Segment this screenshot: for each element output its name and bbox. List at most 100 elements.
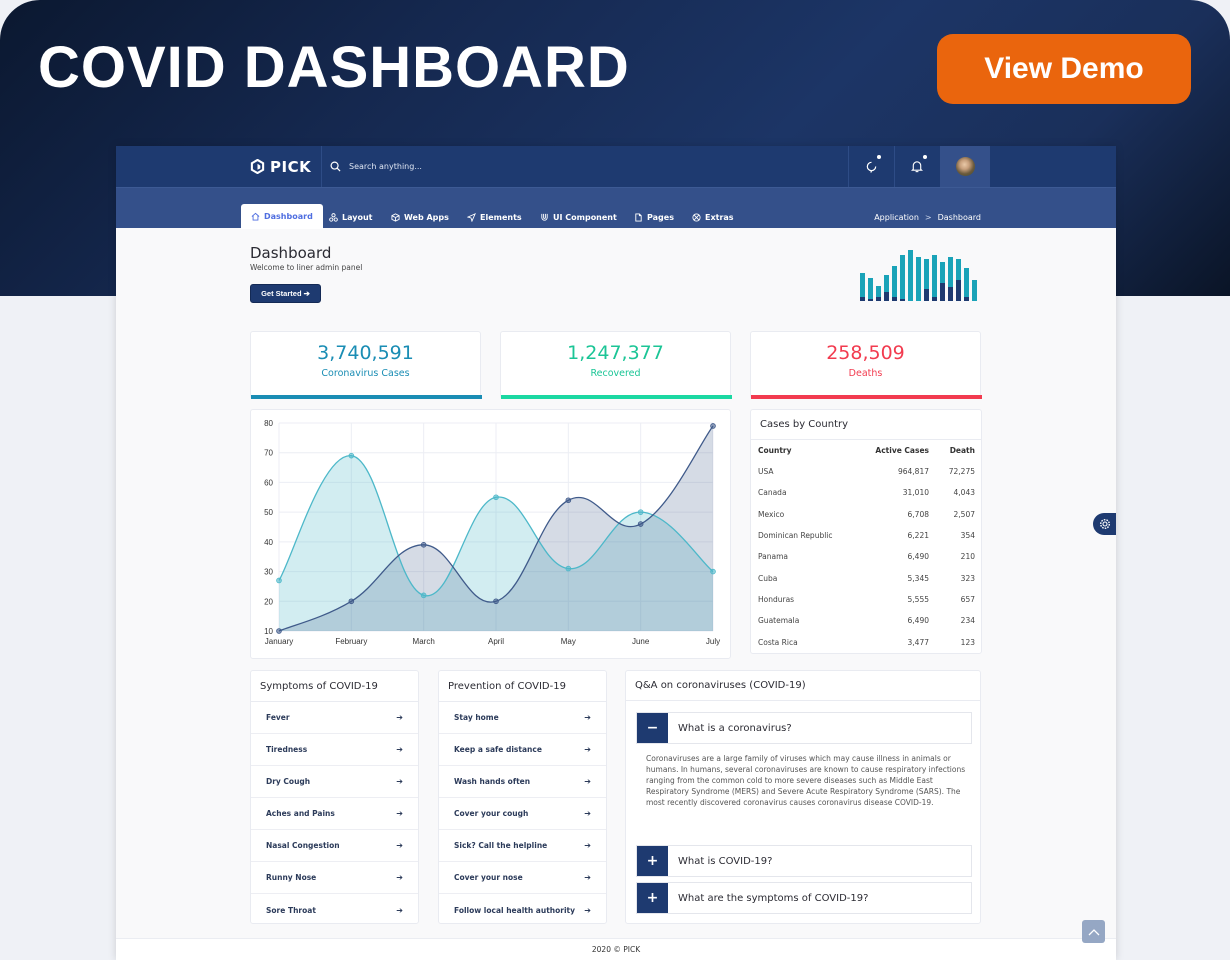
- table-cell: 323: [960, 573, 975, 583]
- data-point[interactable]: [493, 598, 499, 605]
- nav-label: Elements: [480, 212, 522, 222]
- list-item[interactable]: Follow local health authority ➔: [439, 894, 606, 926]
- gear-icon: [1099, 518, 1110, 530]
- list-item-label: Nasal Congestion: [266, 841, 340, 850]
- brand-logo[interactable]: PICK: [250, 146, 311, 187]
- table-cell: 2,507: [953, 509, 975, 519]
- breadcrumb-application[interactable]: Application: [874, 212, 919, 222]
- data-point[interactable]: [348, 598, 355, 605]
- page-subtitle: Welcome to liner admin panel: [250, 263, 363, 272]
- list-item[interactable]: Runny Nose ➔: [251, 862, 418, 894]
- data-point[interactable]: [637, 509, 644, 515]
- table-cell: Cuba: [758, 573, 778, 583]
- data-point[interactable]: [565, 497, 572, 504]
- file-icon: [635, 212, 642, 222]
- data-point[interactable]: [276, 577, 282, 584]
- list-item[interactable]: Keep a safe distance ➔: [439, 734, 606, 766]
- arrow-right-icon: ➔: [584, 905, 591, 915]
- table-cell: 72,275: [948, 467, 975, 477]
- list-item-label: Follow local health authority: [454, 905, 576, 915]
- nav-ui-component[interactable]: UI Component: [540, 205, 617, 229]
- data-point[interactable]: [493, 494, 499, 501]
- data-point[interactable]: [420, 542, 427, 548]
- data-point[interactable]: [637, 521, 644, 527]
- svg-text:10: 10: [264, 627, 273, 636]
- chevron-right-icon: >: [924, 212, 932, 222]
- card-title: Q&A on coronaviruses (COVID-19): [626, 671, 980, 701]
- arrow-right-icon: ➔: [584, 745, 591, 754]
- nav-pages[interactable]: Pages: [634, 205, 674, 229]
- table-cell: USA: [758, 467, 774, 477]
- table-cell: 5,345: [907, 573, 929, 583]
- list-item[interactable]: Dry Cough ➔: [251, 766, 418, 798]
- nav-layout[interactable]: Layout: [329, 205, 372, 229]
- list-item[interactable]: Sore Throat ➔: [251, 894, 418, 926]
- divider: [321, 146, 322, 187]
- table-cell: 6,490: [907, 552, 929, 562]
- nav-dashboard[interactable]: Dashboard: [241, 204, 323, 229]
- data-point[interactable]: [420, 592, 427, 599]
- notifications-button[interactable]: [894, 146, 940, 187]
- expand-icon[interactable]: +: [637, 883, 668, 913]
- accordion-answer: Coronaviruses are a large family of viru…: [646, 754, 966, 807]
- table-cell: 354: [960, 531, 975, 541]
- table-cell: 657: [960, 594, 975, 604]
- data-point[interactable]: [348, 452, 355, 459]
- svg-text:January: January: [265, 637, 293, 646]
- data-point[interactable]: [710, 568, 716, 575]
- list-item[interactable]: Tiredness ➔: [251, 734, 418, 766]
- svg-text:February: February: [335, 637, 367, 646]
- table-cell: 4,043: [953, 488, 975, 498]
- nav-label: Pages: [647, 212, 674, 222]
- list-item[interactable]: Aches and Pains ➔: [251, 798, 418, 830]
- data-point[interactable]: [276, 628, 282, 634]
- collapse-icon[interactable]: −: [637, 713, 668, 743]
- scroll-to-top-button[interactable]: [1082, 920, 1105, 943]
- stat-value: 3,740,591: [317, 342, 414, 364]
- accordion-item-covid19[interactable]: + What is COVID-19?: [636, 845, 972, 877]
- list-item[interactable]: Fever ➔: [251, 702, 418, 734]
- get-started-button[interactable]: Get Started ➔: [250, 284, 321, 303]
- refresh-button[interactable]: [848, 146, 894, 187]
- accordion-item-symptoms[interactable]: + What are the symptoms of COVID-19?: [636, 882, 972, 914]
- mini-bar: [884, 275, 889, 301]
- mini-bar-segment: [860, 297, 865, 301]
- table-cell: 5,555: [907, 594, 929, 604]
- list-item[interactable]: Wash hands often ➔: [439, 766, 606, 798]
- nav-elements[interactable]: Elements: [467, 205, 522, 229]
- data-point[interactable]: [565, 565, 572, 572]
- refresh-icon: [866, 161, 876, 173]
- list-item[interactable]: Sick? Call the helpline ➔: [439, 830, 606, 862]
- mini-bar: [876, 286, 881, 301]
- mini-bar-segment: [924, 289, 929, 301]
- search-bar[interactable]: Search anything...: [330, 146, 422, 187]
- mini-bar: [900, 255, 905, 301]
- stat-value: 258,509: [826, 342, 905, 364]
- settings-toggle[interactable]: [1093, 513, 1116, 535]
- expand-icon[interactable]: +: [637, 846, 668, 876]
- hero-title: COVID DASHBOARD: [38, 35, 630, 100]
- accordion-item-coronavirus[interactable]: − What is a coronavirus?: [636, 712, 972, 744]
- data-point[interactable]: [710, 423, 716, 429]
- nav-extras[interactable]: Extras: [692, 205, 734, 229]
- view-demo-button[interactable]: View Demo: [937, 34, 1191, 104]
- list-item[interactable]: Cover your cough ➔: [439, 798, 606, 830]
- list-item[interactable]: Stay home ➔: [439, 702, 606, 734]
- arrow-right-icon: ➔: [396, 745, 403, 754]
- stat-label: Deaths: [848, 368, 883, 379]
- table-row: Honduras 5,555 657: [751, 589, 981, 610]
- list-item[interactable]: Nasal Congestion ➔: [251, 830, 418, 862]
- mini-bar: [868, 278, 873, 301]
- stat-value: 1,247,377: [567, 342, 664, 364]
- list-item[interactable]: Cover your nose ➔: [439, 862, 606, 894]
- search-input[interactable]: Search anything...: [349, 162, 422, 171]
- accordion-question: What are the symptoms of COVID-19?: [678, 892, 869, 904]
- table-cell: Honduras: [758, 594, 795, 604]
- table-cell: 234: [960, 616, 975, 626]
- svg-text:June: June: [632, 637, 650, 646]
- table-cell: Guatemala: [758, 616, 800, 626]
- nav-label: UI Component: [553, 212, 617, 222]
- nav-web-apps[interactable]: Web Apps: [391, 205, 449, 229]
- box-icon: [391, 212, 400, 222]
- user-menu-button[interactable]: [940, 146, 990, 187]
